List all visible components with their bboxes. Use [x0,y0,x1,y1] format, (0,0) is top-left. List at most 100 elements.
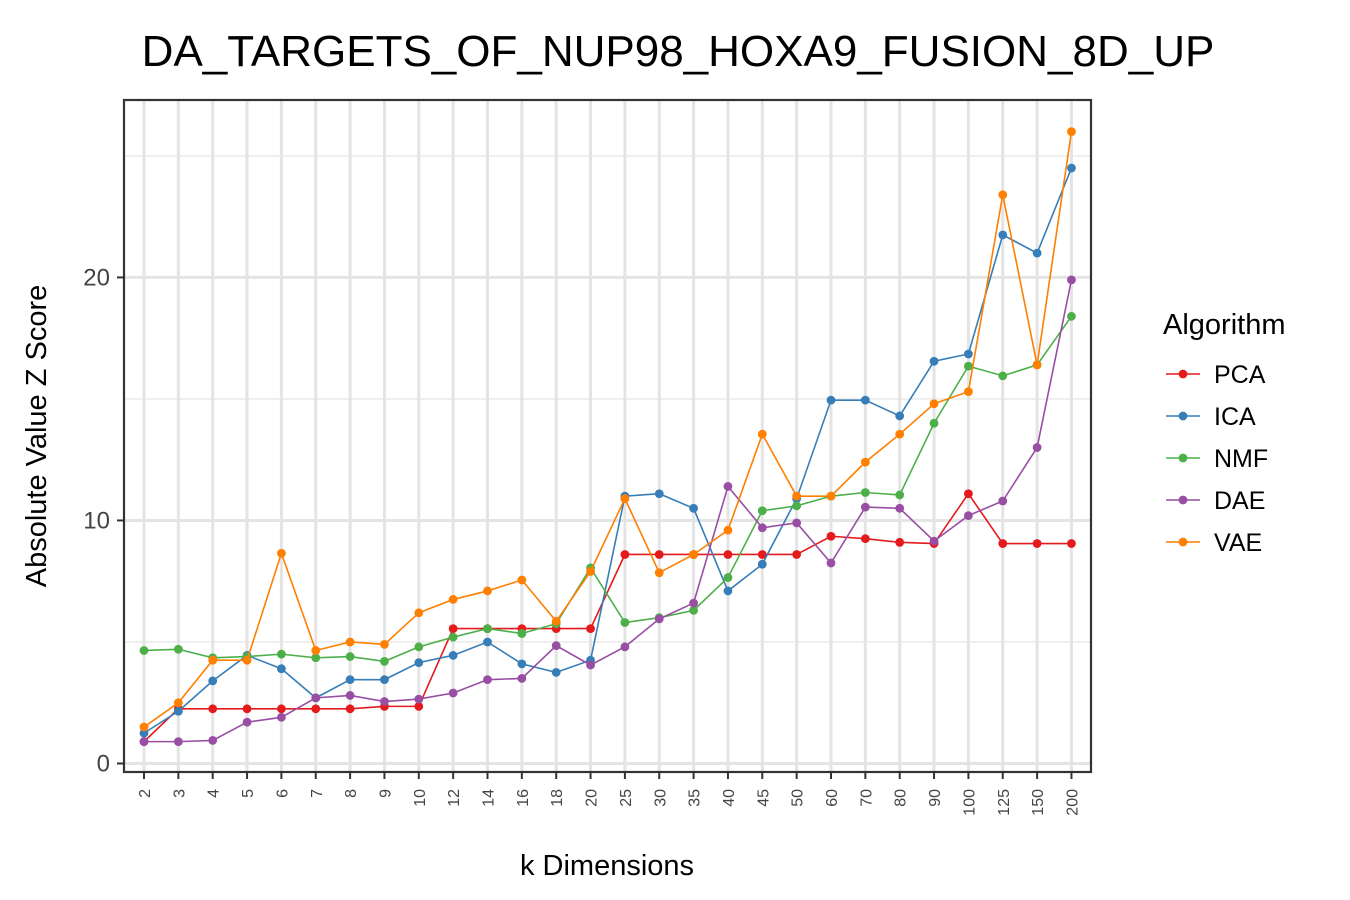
y-tick-label: 10 [83,507,110,534]
data-point [483,586,492,596]
legend: Algorithm PCA ICA NMF DAE VAE [1163,309,1286,557]
data-point [277,548,286,558]
data-point [139,646,149,655]
data-point [277,704,286,714]
data-point [208,704,218,714]
data-point [311,646,321,655]
data-point [414,658,424,668]
data-point [139,737,149,747]
data-point [345,637,355,647]
series-line [143,131,1073,728]
data-point [1032,539,1042,548]
x-tick-label: 7 [309,789,326,798]
data-point [448,595,458,604]
data-point [723,586,733,596]
data-point [860,488,870,497]
data-point [380,675,389,685]
data-point [929,418,939,428]
data-point [757,550,767,559]
legend-label: PCA [1214,361,1266,389]
data-point [208,655,218,665]
data-point [998,230,1008,240]
x-tick-label: 40 [721,789,738,807]
y-tick-label: 0 [97,750,110,777]
data-point [448,650,458,660]
series-layer [139,127,1076,747]
y-tick-labels: 0 10 20 [83,264,110,777]
legend-key-point [1178,537,1188,547]
data-point [483,637,492,647]
data-point [139,722,149,732]
x-tick-label: 100 [961,789,978,816]
data-point [483,675,492,685]
x-tick-label: 2 [137,789,154,798]
x-tick-label: 4 [206,789,223,798]
series-line [143,167,1073,734]
series-line [144,279,1073,743]
data-point [414,701,424,711]
data-point [654,550,664,559]
data-point [414,642,424,652]
data-point [792,550,802,559]
x-tick-label: 9 [377,789,394,798]
data-point [654,568,664,578]
data-point [242,717,252,727]
data-point [689,550,698,559]
data-point [208,676,218,686]
data-point [723,525,733,535]
data-point [1067,275,1076,285]
x-tick-label: 70 [858,789,875,807]
data-point [757,506,767,516]
data-point [689,605,698,615]
legend-items: PCA ICA NMF DAE VAE [1166,361,1268,557]
data-point [620,550,630,559]
chart-title: DA_TARGETS_OF_NUP98_HOXA9_FUSION_8D_UP [142,27,1215,76]
data-point [517,659,527,669]
x-tick-label: 6 [274,789,291,798]
data-point [277,664,286,674]
data-point [757,559,767,569]
data-point [1067,163,1076,173]
legend-item-pca: PCA [1166,361,1266,389]
data-point [723,550,733,559]
series-nmf [139,311,1076,666]
x-tick-label: 125 [996,789,1013,816]
data-point [414,694,424,704]
legend-key-point [1178,411,1188,421]
data-point [964,361,973,371]
data-point [860,502,870,512]
data-point [792,518,802,528]
x-tick-label: 10 [412,789,429,807]
data-point [345,652,355,661]
data-point [517,674,527,683]
x-tick-label: 150 [1030,789,1047,816]
data-point [551,641,561,651]
data-point [380,640,389,649]
data-point [964,489,973,499]
x-tick-label: 200 [1064,789,1081,816]
data-point [173,737,183,747]
x-tick-label: 8 [343,789,360,798]
data-point [757,523,767,533]
legend-key-point [1178,369,1188,379]
data-point [448,688,458,698]
x-tick-label: 18 [549,789,566,807]
data-point [414,608,424,618]
data-point [448,624,458,634]
data-point [998,496,1008,506]
data-point [792,491,802,501]
x-tick-label: 14 [481,789,498,807]
data-point [586,624,595,634]
data-point [277,712,286,722]
data-point [1032,360,1042,370]
x-tick-label: 45 [755,789,772,807]
data-point [1032,248,1042,258]
data-point [277,649,286,659]
data-point [998,190,1008,200]
data-point [139,728,149,738]
legend-item-dae: DAE [1166,487,1265,515]
gridlines [124,100,1091,772]
legend-label: NMF [1214,445,1268,473]
legend-label: DAE [1214,487,1265,515]
